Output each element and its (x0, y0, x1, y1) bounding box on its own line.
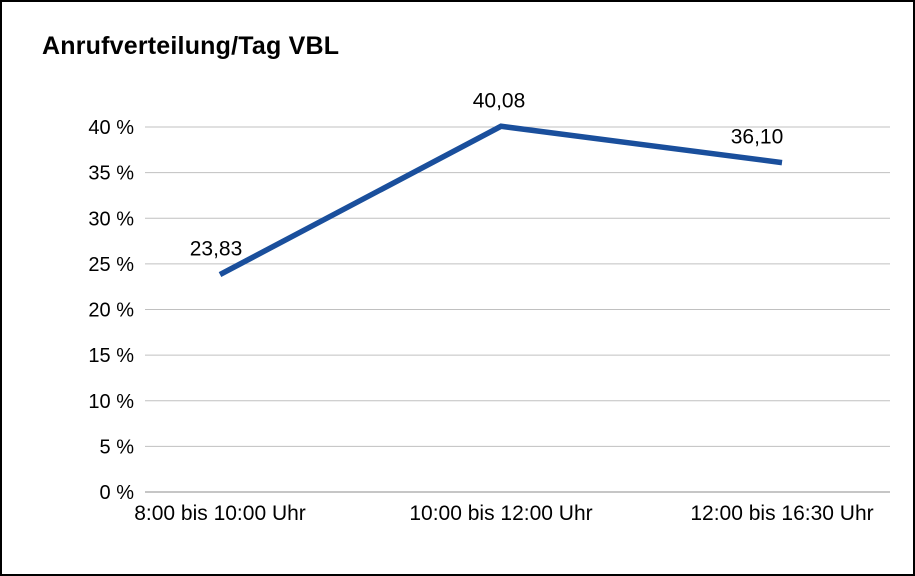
y-tick-label: 40 % (88, 117, 134, 139)
x-category-label: 8:00 bis 10:00 Uhr (134, 502, 306, 525)
y-tick-label: 20 % (88, 300, 134, 322)
y-tick-label: 15 % (88, 345, 134, 367)
y-tick-label: 5 % (100, 436, 135, 458)
y-tick-label: 0 % (100, 482, 135, 504)
y-tick-label: 10 % (88, 391, 134, 413)
data-label: 23,83 (190, 238, 243, 261)
chart-title: Anrufverteilung/Tag VBL (42, 32, 340, 60)
x-category-label: 12:00 bis 16:30 Uhr (690, 502, 873, 525)
y-tick-label: 30 % (88, 208, 134, 230)
data-label: 40,08 (473, 89, 526, 112)
x-category-label: 10:00 bis 12:00 Uhr (409, 502, 592, 525)
data-line (218, 123, 783, 277)
data-label: 36,10 (731, 126, 784, 149)
y-tick-label: 25 % (88, 254, 134, 276)
y-tick-label: 35 % (88, 163, 134, 185)
